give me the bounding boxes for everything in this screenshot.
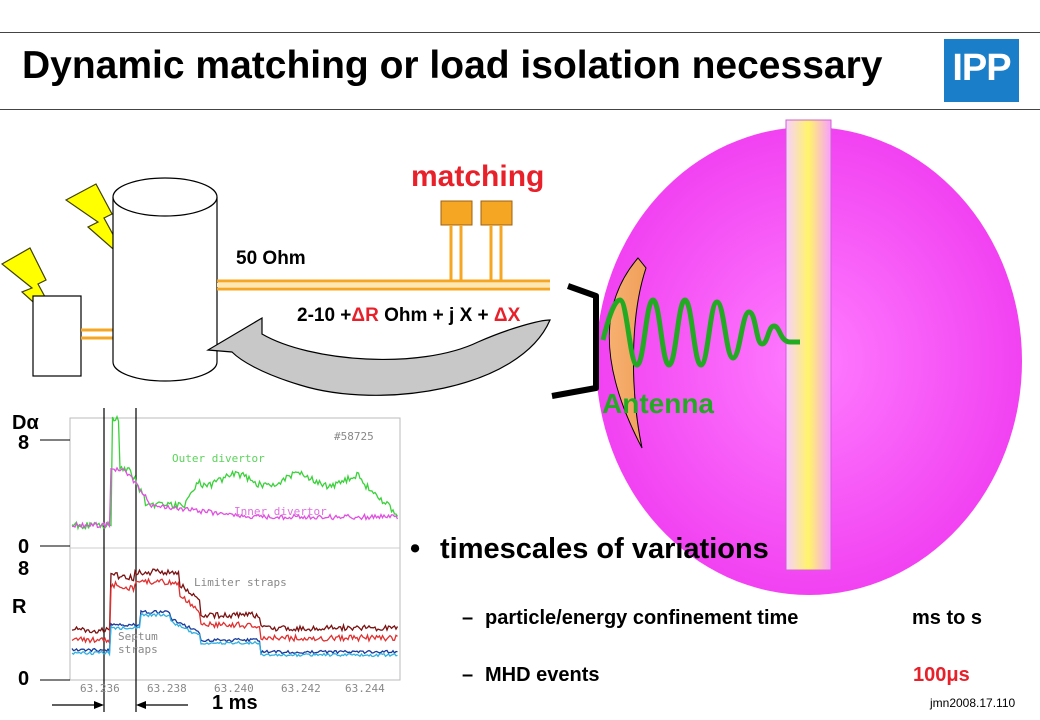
generator-box [32,295,82,377]
reflection-arrow [206,316,551,396]
tick-top-max: 8 [18,432,30,454]
antenna-bracket [551,283,599,399]
ipp-logo: IPP [944,39,1019,102]
trace-label: Limiter straps [194,576,287,589]
sub-bullet-dash: – [462,664,474,686]
tick-bottom-zero: 0 [18,668,30,690]
trace-line [71,577,398,646]
shot-number: #58725 [334,430,374,443]
trace-line [71,612,398,658]
antenna-label: Antenna [602,388,714,419]
sub-bullet-dash: – [462,607,474,629]
limiter-strap [785,119,832,571]
bullet-dot: • [410,533,421,565]
plot-traces [71,414,399,658]
x-tick: 63.244 [345,682,385,695]
top-rule [0,32,1040,33]
sub-bullet-value: 100μs [913,664,970,686]
matching-stub [480,200,513,226]
trace-line [71,466,399,530]
x-tick: 63.242 [281,682,321,695]
sub-bullet-label: particle/energy confinement time [485,607,799,629]
trace-label: Outer divertor [172,452,265,465]
ohm50-label: 50 Ohm [236,248,306,269]
sub-bullet-label: MHD events [485,664,600,686]
y-label-top: Dα [12,412,39,434]
trace-line [71,568,399,634]
trace-line [71,609,398,656]
matching-stub [440,200,473,226]
rf-wave [600,297,800,368]
footer-id: jmn2008.17.110 [930,696,1016,710]
sub-bullet-value: ms to s [912,607,983,629]
matching-label: matching [411,160,545,193]
plot-frame [69,417,401,681]
tick-bottom-max: 8 [18,558,30,580]
trace-label: Inner divertor [234,505,327,518]
tick-top-zero: 0 [18,536,30,558]
circulator-cylinder [112,197,218,382]
title-rule [0,109,1040,110]
x-tick: 63.236 [80,682,120,695]
slide-title: Dynamic matching or load isolation neces… [22,44,883,87]
y-label-bottom: R [12,596,27,618]
impedance-label: 2-10 +ΔR Ohm + j X + ΔX [297,305,521,326]
trace-label: Septum straps [118,630,158,656]
x-tick: 63.238 [147,682,187,695]
bullet-heading: timescales of variations [440,533,769,565]
time-scale-label: 1 ms [212,692,258,714]
x-tick: 63.240 [214,682,254,695]
